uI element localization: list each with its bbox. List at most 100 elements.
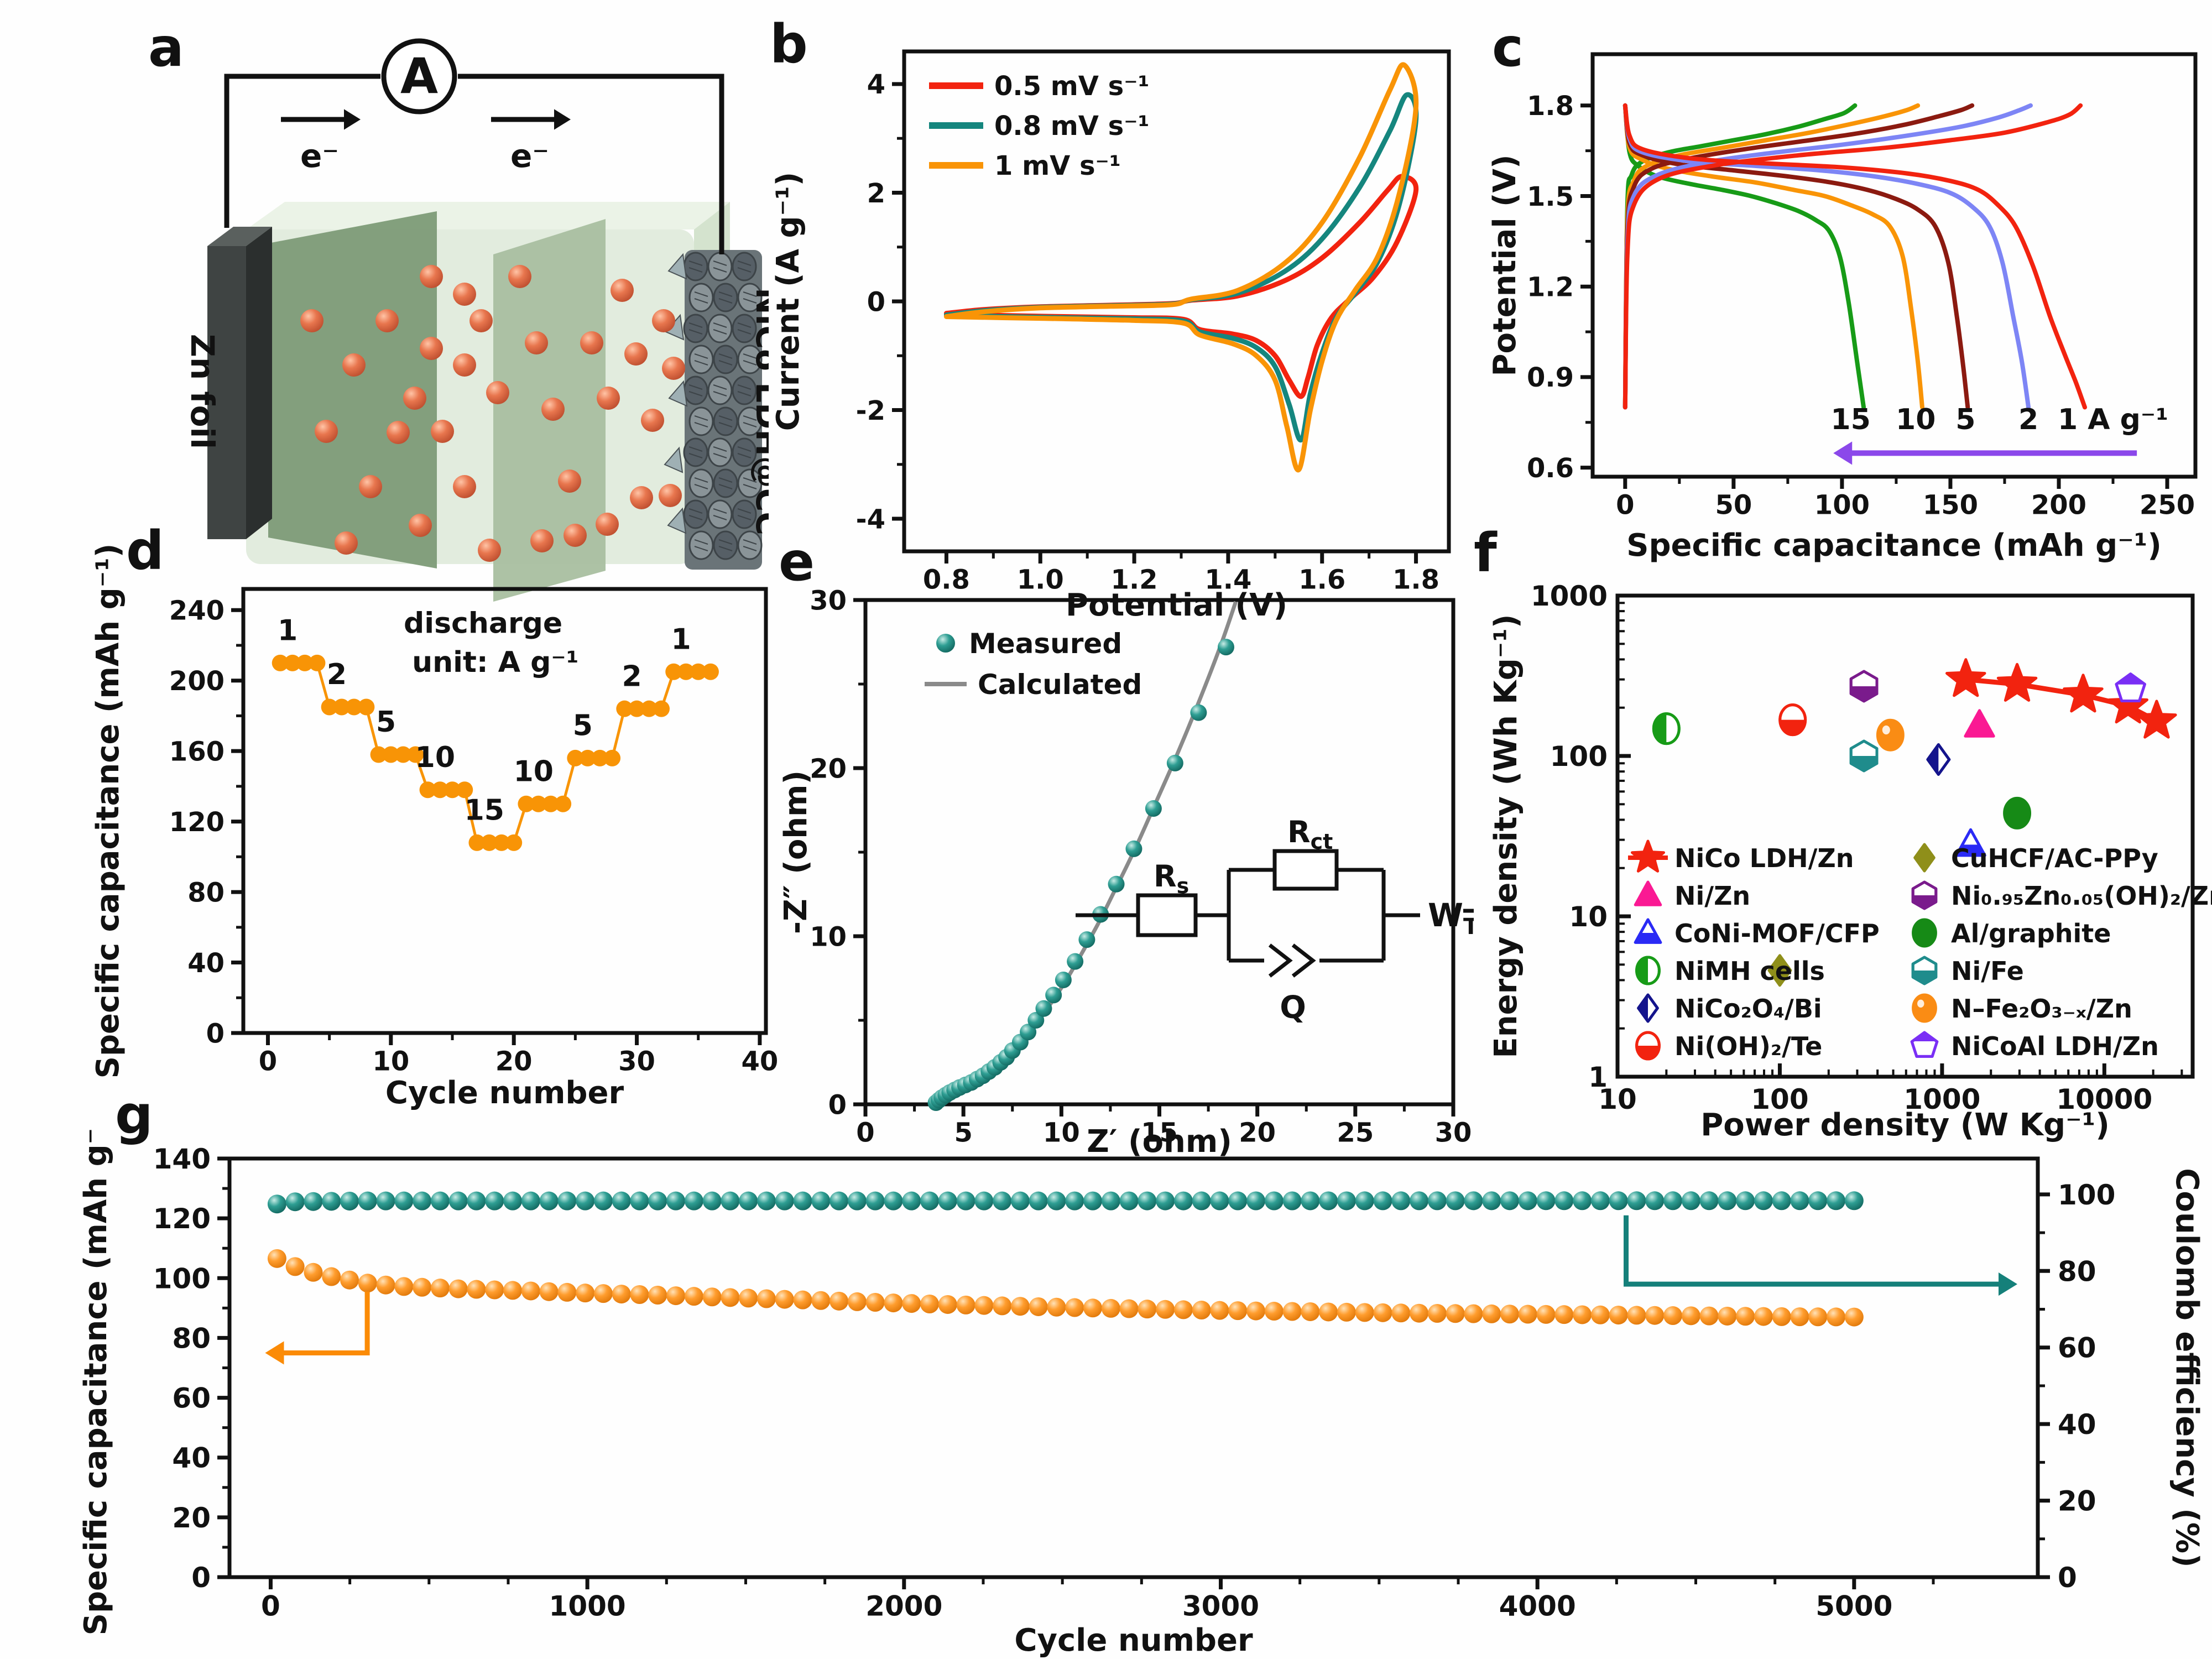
panel-label-e: e	[779, 531, 815, 593]
svg-text:4: 4	[867, 69, 885, 100]
svg-text:60: 60	[172, 1383, 211, 1415]
svg-text:5: 5	[954, 1118, 972, 1149]
svg-text:0: 0	[867, 286, 885, 317]
svg-text:5000: 5000	[1815, 1590, 1892, 1623]
svg-text:-Z″ (ohm): -Z″ (ohm)	[778, 770, 814, 934]
svg-text:15: 15	[1141, 1118, 1178, 1149]
svg-text:100: 100	[1550, 740, 1608, 773]
svg-text:250: 250	[2140, 490, 2195, 521]
svg-text:0: 0	[856, 1118, 874, 1149]
panel-label-f: f	[1474, 522, 1497, 584]
svg-text:Ni₀.₉₅Zn₀.₀₅(OH)₂/Zn: Ni₀.₉₅Zn₀.₀₅(OH)₂/Zn	[1951, 881, 2212, 911]
svg-text:Ni/Zn: Ni/Zn	[1674, 881, 1750, 911]
svg-text:4000: 4000	[1499, 1590, 1576, 1623]
svg-text:NiCo₂O₄/Bi: NiCo₂O₄/Bi	[1674, 994, 1822, 1024]
svg-text:2: 2	[2018, 403, 2038, 436]
svg-text:-4: -4	[856, 504, 885, 535]
svg-text:200: 200	[169, 666, 225, 697]
svg-text:Coulomb efficiency (%): Coulomb efficiency (%)	[2169, 1168, 2205, 1567]
panel-label-b: b	[770, 13, 808, 75]
svg-text:Rs: Rs	[1154, 859, 1189, 898]
svg-text:Specific capacitance (mAh g⁻¹): Specific capacitance (mAh g⁻¹)	[1626, 528, 2162, 564]
svg-text:NiCo LDH/Zn: NiCo LDH/Zn	[1674, 843, 1854, 873]
svg-text:100: 100	[153, 1262, 211, 1295]
svg-text:Measured: Measured	[969, 628, 1122, 660]
svg-text:20: 20	[810, 753, 847, 784]
svg-text:Specific capacitance (mAh g⁻¹): Specific capacitance (mAh g⁻¹)	[90, 544, 126, 1079]
panel-label-d: d	[126, 520, 164, 582]
svg-text:1.2: 1.2	[1527, 272, 1574, 302]
panel-a-cell-schematic: Ae⁻ e⁻ Zn foil NiCo LDH@CC	[184, 38, 769, 602]
svg-text:Energy density (Wh Kg⁻¹): Energy density (Wh Kg⁻¹)	[1488, 614, 1524, 1058]
svg-text:0: 0	[259, 1046, 277, 1077]
svg-text:N–Fe₂O₃₋ₓ/Zn: N–Fe₂O₃₋ₓ/Zn	[1951, 994, 2132, 1024]
svg-text:A: A	[400, 48, 438, 105]
svg-text:10: 10	[415, 741, 455, 774]
svg-text:200: 200	[2031, 490, 2086, 521]
svg-text:40: 40	[172, 1442, 211, 1474]
svg-text:0: 0	[261, 1590, 280, 1623]
svg-text:e⁻: e⁻	[510, 137, 549, 175]
svg-text:20: 20	[2058, 1485, 2096, 1517]
panel-b-cv-chart: 0.8 1.0 1.2 1.4 1.6 1.8 -4 -2 0 2 4 0.5 mV s⁻¹ 0.8 m…	[770, 49, 1451, 623]
svg-text:Ni/Fe: Ni/Fe	[1951, 956, 2024, 986]
svg-text:Potential (V): Potential (V)	[1066, 587, 1287, 623]
svg-text:unit: A g⁻¹: unit: A g⁻¹	[412, 646, 578, 679]
svg-text:10: 10	[514, 755, 554, 788]
svg-text:40: 40	[187, 948, 225, 979]
svg-text:100: 100	[1814, 490, 1870, 521]
svg-text:1.8: 1.8	[1527, 91, 1574, 122]
svg-text:-2: -2	[856, 395, 885, 426]
svg-text:0: 0	[1616, 490, 1634, 521]
svg-text:Potential (V): Potential (V)	[1487, 154, 1523, 376]
svg-text:2: 2	[327, 658, 347, 691]
svg-text:Current (A g⁻¹): Current (A g⁻¹)	[770, 172, 806, 431]
svg-text:20: 20	[495, 1046, 533, 1077]
svg-text:Z′ (ohm): Z′ (ohm)	[1087, 1124, 1232, 1159]
svg-text:20: 20	[172, 1502, 211, 1534]
svg-text:150: 150	[1923, 490, 1978, 521]
svg-text:5: 5	[376, 706, 396, 739]
svg-text:50: 50	[1715, 490, 1752, 521]
svg-text:Q: Q	[1280, 990, 1306, 1026]
svg-text:20: 20	[1239, 1118, 1276, 1149]
panel-c-gcd-chart: 0 50 100 150 200 250 0.6 0.9 1.2 1.5 1.8 15 10 5 2 1 A …	[1487, 52, 2198, 564]
svg-text:Cycle number: Cycle number	[1014, 1623, 1253, 1658]
panel-label-a: a	[148, 17, 184, 79]
svg-text:1.6: 1.6	[1298, 565, 1345, 596]
svg-text:120: 120	[153, 1203, 211, 1235]
svg-text:60: 60	[2058, 1332, 2096, 1364]
svg-text:1.5: 1.5	[1527, 181, 1574, 212]
svg-text:0: 0	[191, 1562, 211, 1594]
svg-text:120: 120	[169, 807, 225, 838]
svg-text:NiMH cells: NiMH cells	[1674, 956, 1825, 986]
svg-text:25: 25	[1337, 1118, 1374, 1149]
svg-text:0: 0	[2058, 1562, 2077, 1594]
svg-text:1.8: 1.8	[1392, 565, 1439, 596]
svg-text:CoNi-MOF/CFP: CoNi-MOF/CFP	[1674, 919, 1880, 948]
svg-text:1 A g⁻¹: 1 A g⁻¹	[2058, 403, 2168, 436]
svg-text:160: 160	[169, 736, 225, 767]
svg-text:discharge: discharge	[404, 607, 562, 640]
svg-text:1000: 1000	[1903, 1083, 1980, 1115]
svg-text:CuHCF/AC-PPy: CuHCF/AC-PPy	[1951, 843, 2158, 873]
svg-text:3000: 3000	[1182, 1590, 1259, 1623]
svg-text:1 mV s⁻¹: 1 mV s⁻¹	[994, 150, 1121, 181]
svg-text:15: 15	[1830, 403, 1870, 436]
svg-text:40: 40	[741, 1046, 777, 1077]
panel-e-nyquist-chart: 0 5 10 15 20 25 30 0 10 20 30 Measured Calculated Rs R…	[778, 585, 1474, 1159]
svg-text:0.9: 0.9	[1527, 362, 1574, 393]
svg-text:0.5 mV s⁻¹: 0.5 mV s⁻¹	[994, 71, 1150, 102]
svg-text:100: 100	[1751, 1083, 1808, 1115]
svg-text:140: 140	[153, 1143, 211, 1175]
svg-text:0.8: 0.8	[923, 565, 970, 596]
panel-label-g: g	[115, 1084, 153, 1146]
svg-text:80: 80	[2058, 1255, 2096, 1287]
svg-text:80: 80	[187, 877, 225, 908]
svg-text:2: 2	[622, 660, 642, 693]
panel-g-cycling-chart: 0 1000 2000 3000 4000 5000 0 20 40 60 80 100 120 140 0…	[78, 1128, 2205, 1658]
svg-text:30: 30	[1435, 1118, 1472, 1149]
svg-text:Ni(OH)₂/Te: Ni(OH)₂/Te	[1674, 1031, 1822, 1061]
svg-text:0: 0	[828, 1089, 847, 1120]
